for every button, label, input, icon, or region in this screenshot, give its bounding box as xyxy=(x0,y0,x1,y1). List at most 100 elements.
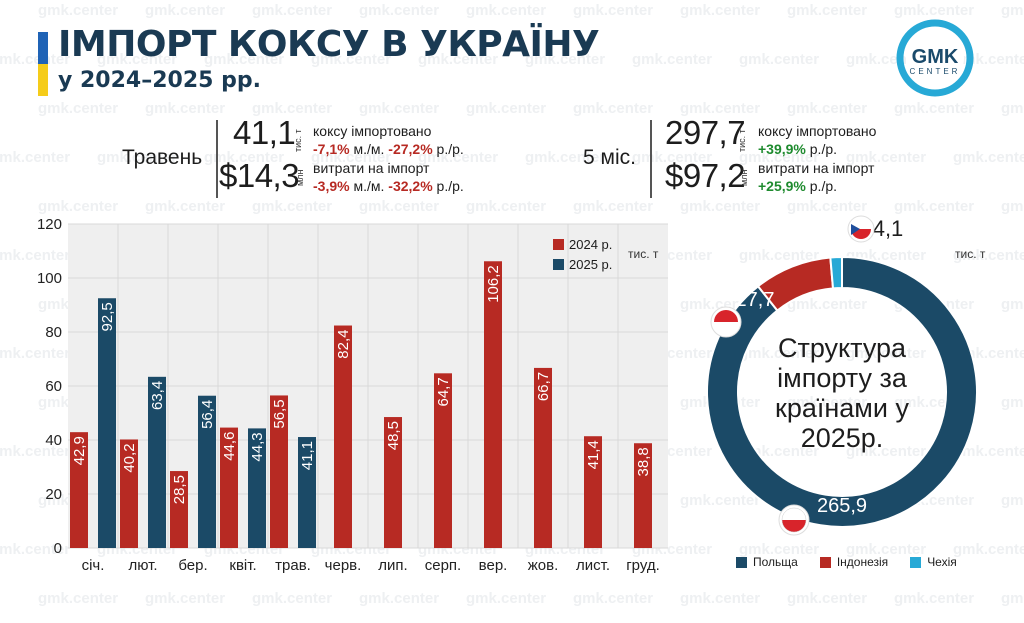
watermark-text: gmk.center xyxy=(894,2,975,19)
watermark-text: gmk.center xyxy=(846,149,927,166)
x-tick-label: квіт. xyxy=(229,557,256,574)
watermark-text: gmk.center xyxy=(418,149,499,166)
bar-value-label: 28,5 xyxy=(171,475,188,504)
five-months-cost: $97,2 xyxy=(665,157,746,194)
watermark-text: gmk.center xyxy=(953,149,1024,166)
watermark-text: gmk.center xyxy=(680,590,761,607)
y-tick-label: 20 xyxy=(45,486,62,503)
bar-chart-legend: 2024 р. 2025 р. xyxy=(553,234,612,274)
watermark-text: gmk.center xyxy=(145,198,226,215)
watermark-text: gmk.center xyxy=(680,198,761,215)
bar-value-label: 44,3 xyxy=(249,432,266,461)
y-tick-label: 120 xyxy=(37,216,62,233)
ukraine-flag-icon xyxy=(38,32,48,96)
five-months-volume-desc: коксу імпортовано xyxy=(758,123,877,139)
watermark-text: gmk.center xyxy=(466,198,547,215)
watermark-text: gmk.center xyxy=(0,541,71,558)
may-cost-change: -3,9% м./м. -32,2% р./р. xyxy=(313,178,464,194)
x-tick-label: лип. xyxy=(378,557,407,574)
watermark-text: gmk.center xyxy=(252,100,333,117)
watermark-text: gmk.center xyxy=(311,149,392,166)
x-tick-label: серп. xyxy=(425,557,461,574)
bar-2024 xyxy=(120,439,138,548)
watermark-text: gmk.center xyxy=(739,149,820,166)
bar-value-label: 56,4 xyxy=(199,400,216,429)
bar-value-label: 38,8 xyxy=(635,447,652,476)
x-tick-label: жов. xyxy=(528,557,559,574)
five-months-volume: 297,7 xyxy=(665,114,746,151)
watermark-text: gmk.center xyxy=(846,345,927,362)
bar-value-label: 82,4 xyxy=(335,330,352,359)
watermark-text: gmk.center xyxy=(0,247,71,264)
watermark-text: gmk.center xyxy=(680,100,761,117)
watermark-text: gmk.center xyxy=(38,590,119,607)
bar-value-label: 106,2 xyxy=(485,265,502,303)
watermark-text: gmk.center xyxy=(1001,492,1024,509)
bar-chart-unit: тис. т xyxy=(628,247,659,261)
bar-2024 xyxy=(484,261,502,548)
watermark-text: gmk.center xyxy=(145,100,226,117)
watermark-text: gmk.center xyxy=(739,247,820,264)
watermark-text: gmk.center xyxy=(359,100,440,117)
legend-swatch-poland xyxy=(736,556,747,568)
bar-2024 xyxy=(270,395,288,548)
may-volume-change: -7,1% м./м. -27,2% р./р. xyxy=(313,141,464,157)
donut-value-label-czech: 4,1 xyxy=(873,216,904,241)
watermark-text: gmk.center xyxy=(1001,198,1024,215)
x-tick-label: черв. xyxy=(325,557,362,574)
watermark-text: gmk.center xyxy=(953,541,1024,558)
bar-2024 xyxy=(384,417,402,548)
watermark-text: gmk.center xyxy=(846,443,927,460)
legend-label-poland: Польща xyxy=(753,555,798,569)
watermark-text: gmk.center xyxy=(894,198,975,215)
donut-value-label-poland: 265,9 xyxy=(817,495,867,517)
legend-item-indonesia: Індонезія xyxy=(819,555,889,569)
legend-label-2025: 2025 р. xyxy=(569,256,613,272)
legend-item-poland: Польща xyxy=(736,555,798,569)
watermark-text: gmk.center xyxy=(145,2,226,19)
bar-value-label: 41,1 xyxy=(299,441,316,470)
may-divider xyxy=(216,120,218,198)
bar-2024 xyxy=(534,367,552,548)
may-cost: $14,3 xyxy=(219,157,300,194)
may-volume-desc: коксу імпортовано xyxy=(313,123,432,139)
poland-flag-icon xyxy=(778,504,810,536)
bar-2025 xyxy=(98,298,116,548)
y-tick-label: 100 xyxy=(37,270,62,287)
gmk-logo-icon xyxy=(896,19,974,97)
x-tick-label: груд. xyxy=(626,557,660,574)
legend-swatch-2024 xyxy=(553,238,564,250)
bar-value-label: 42,9 xyxy=(71,436,88,465)
x-tick-label: вер. xyxy=(479,557,508,574)
bar-2024 xyxy=(434,373,452,548)
bar-value-label: 48,5 xyxy=(385,421,402,450)
x-tick-label: бер. xyxy=(178,557,207,574)
bar-value-label: 40,2 xyxy=(121,443,138,472)
watermark-text: gmk.center xyxy=(787,100,868,117)
x-tick-label: лист. xyxy=(576,557,610,574)
czech-flag-icon xyxy=(847,215,875,243)
watermark-text: gmk.center xyxy=(846,51,927,68)
x-tick-label: трав. xyxy=(275,557,311,574)
watermark-text: gmk.center xyxy=(0,345,71,362)
watermark-text: gmk.center xyxy=(97,149,178,166)
watermark-text: gmk.center xyxy=(359,2,440,19)
watermark-text: gmk.center xyxy=(1001,2,1024,19)
watermark-text: gmk.center xyxy=(846,541,927,558)
bar-2024 xyxy=(220,427,238,548)
legend-swatch-czech xyxy=(910,556,922,568)
bar-2024 xyxy=(634,443,652,548)
watermark-text: gmk.center xyxy=(0,51,71,68)
watermark-text: gmk.center xyxy=(359,590,440,607)
logo-subtext: CENTER xyxy=(909,67,961,76)
may-label: Травень xyxy=(122,146,203,169)
watermark-text: gmk.center xyxy=(525,51,606,68)
bar-2024 xyxy=(70,432,88,548)
watermark-text: gmk.center xyxy=(894,100,975,117)
legend-label-indonesia: Індонезія xyxy=(836,555,889,569)
donut-legend: Польща Індонезія Чехія xyxy=(736,555,957,569)
may-cost-desc: витрати на імпорт xyxy=(313,160,430,176)
watermark-text: gmk.center xyxy=(204,51,285,68)
